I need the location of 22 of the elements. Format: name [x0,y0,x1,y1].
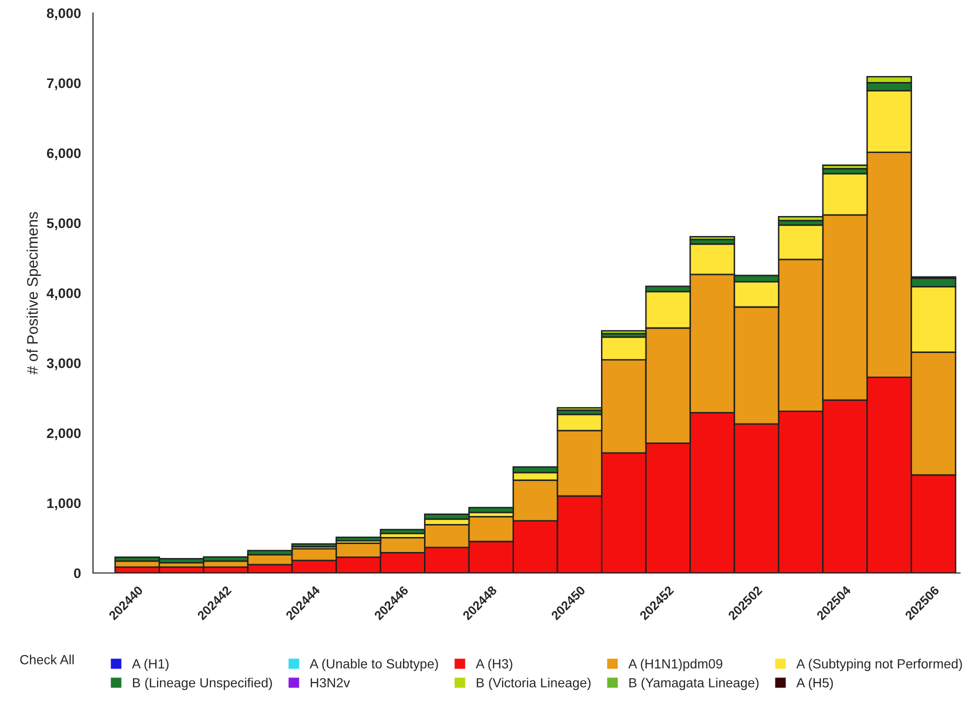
legend-label: B (Yamagata Lineage) [629,678,759,690]
y-tick-label: 4,000 [46,288,81,300]
y-tick-label: 8,000 [46,8,81,20]
y-tick-label: 7,000 [47,78,81,90]
legend-label: A (H3) [476,658,512,672]
y-tick-label: 5,000 [46,218,81,230]
legend-label: A (H1) [132,658,169,672]
bar [689,236,736,240]
legend-label: A (H1N1)pdm09 [628,658,722,672]
y-tick-label: 1,000 [47,498,81,510]
y-tick-label: 6,000 [46,148,81,160]
legend-label: A (Subtyping not Performed) [796,658,962,672]
legend-label: H3N2v [310,678,350,688]
legend-label: A (H5) [796,678,833,690]
legend-label: A (Unable to Subtype) [310,658,438,672]
y-tick-label: 0 [74,568,81,578]
y-tick-label: 3,000 [46,358,81,370]
legend-label: B (Victoria Lineage) [476,678,591,690]
legend-label: B (Lineage Unspecified) [133,678,272,690]
y-axis-title: # of Positive Specimens [26,212,41,374]
text: Check All [20,654,74,664]
y-tick-label: 2,000 [46,428,81,440]
